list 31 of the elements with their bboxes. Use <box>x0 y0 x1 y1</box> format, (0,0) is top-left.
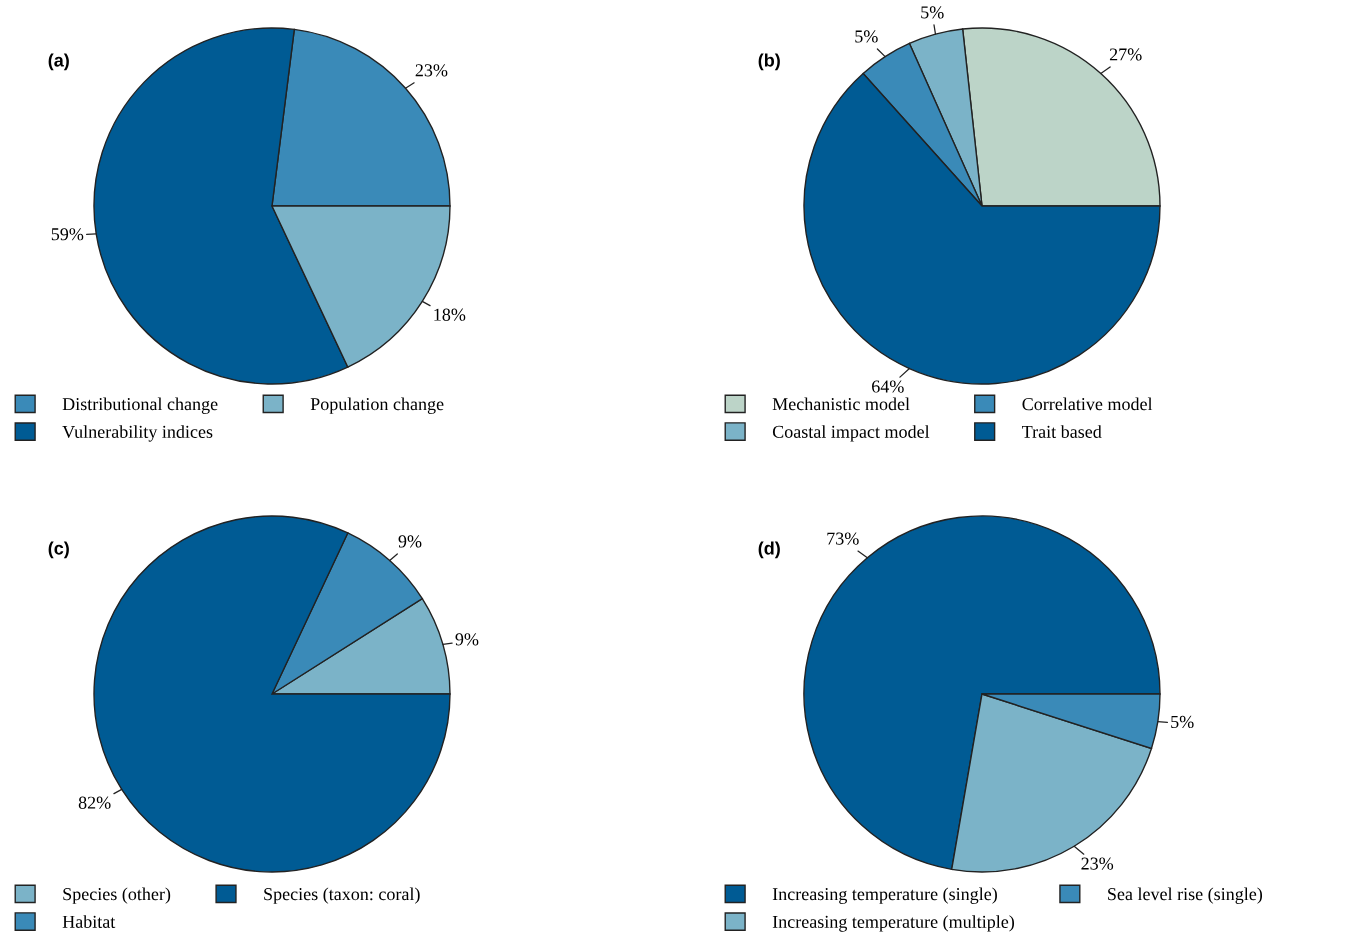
legend-label: Sea level rise (single) <box>1108 887 1263 904</box>
data-label: 9% <box>398 535 422 548</box>
data-label: 23% <box>1081 857 1114 870</box>
data-label: 9% <box>455 633 479 646</box>
data-label: 64% <box>872 380 904 393</box>
data-label: 82% <box>78 796 111 809</box>
data-label: 5% <box>1171 715 1194 729</box>
text: (b) <box>758 53 780 71</box>
text: (a) <box>48 53 69 71</box>
legend-label: Increasing temperature (multiple) <box>772 915 1015 932</box>
legend-label: Correlative model <box>1022 397 1153 411</box>
data-label: 73% <box>827 532 859 545</box>
legend-label: Species (taxon: coral) <box>264 887 420 904</box>
text: (d) <box>758 541 780 559</box>
data-label: 27% <box>1109 48 1142 61</box>
legend-label: Species (other) <box>63 887 171 904</box>
legend-label: Vulnerability indices <box>62 425 213 442</box>
text: (c) <box>48 541 69 559</box>
legend-label: Habitat <box>62 915 116 928</box>
legend-label: Coastal impact model <box>772 425 930 442</box>
legend-label: Trait based <box>1022 425 1102 438</box>
data-label: 5% <box>921 6 944 19</box>
data-label: 59% <box>51 228 84 241</box>
legend-label: Distributional change <box>62 397 218 414</box>
legend-label: Increasing temperature (single) <box>772 887 997 904</box>
data-label: 23% <box>415 64 448 77</box>
data-label: 18% <box>434 308 466 321</box>
data-label: 5% <box>855 30 878 43</box>
pie-slice <box>803 515 1161 871</box>
legend-label: Mechanistic model <box>772 397 910 411</box>
legend-label: Population change <box>310 397 444 414</box>
